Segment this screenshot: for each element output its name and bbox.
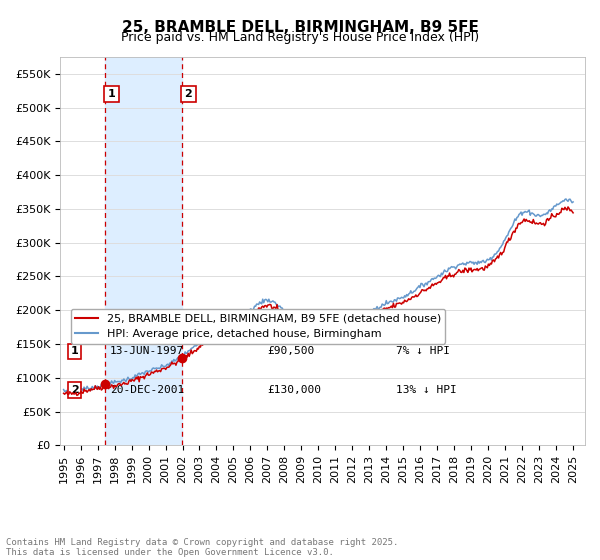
Bar	[105, 57, 182, 445]
Text: 7% ↓ HPI: 7% ↓ HPI	[396, 346, 450, 356]
Text: 1: 1	[108, 89, 116, 99]
Text: 2: 2	[185, 89, 192, 99]
Text: 13% ↓ HPI: 13% ↓ HPI	[396, 385, 457, 395]
Text: 1: 1	[71, 346, 79, 356]
Text: 20-DEC-2001: 20-DEC-2001	[110, 385, 184, 395]
Text: 2: 2	[71, 385, 79, 395]
Text: Contains HM Land Registry data © Crown copyright and database right 2025.
This d: Contains HM Land Registry data © Crown c…	[6, 538, 398, 557]
Text: £90,500: £90,500	[268, 346, 315, 356]
Text: 25, BRAMBLE DELL, BIRMINGHAM, B9 5FE: 25, BRAMBLE DELL, BIRMINGHAM, B9 5FE	[122, 20, 478, 35]
Text: £130,000: £130,000	[268, 385, 322, 395]
Text: Price paid vs. HM Land Registry's House Price Index (HPI): Price paid vs. HM Land Registry's House …	[121, 31, 479, 44]
Legend: 25, BRAMBLE DELL, BIRMINGHAM, B9 5FE (detached house), HPI: Average price, detac: 25, BRAMBLE DELL, BIRMINGHAM, B9 5FE (de…	[71, 309, 445, 344]
Text: 13-JUN-1997: 13-JUN-1997	[110, 346, 184, 356]
